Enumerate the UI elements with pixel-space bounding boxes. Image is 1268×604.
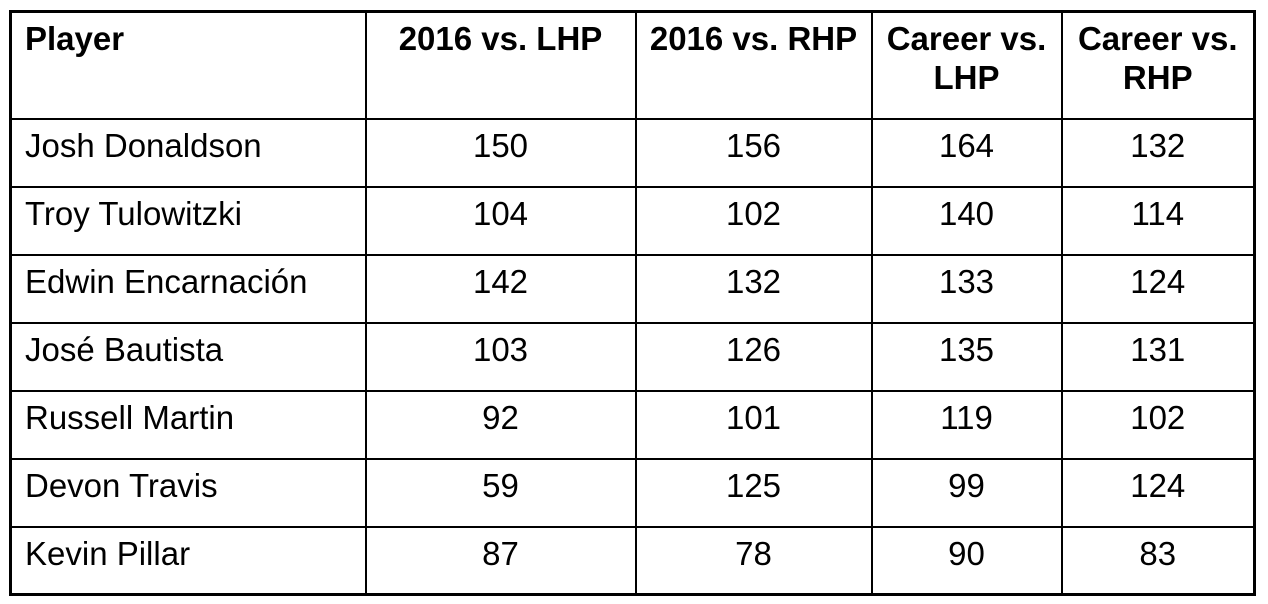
table-header: Player 2016 vs. LHP 2016 vs. RHP Career … bbox=[9, 10, 1256, 120]
stat-cell: 140 bbox=[870, 185, 1063, 256]
stat-cell: 104 bbox=[364, 185, 637, 256]
table-row: Josh Donaldson 150 156 164 132 bbox=[9, 117, 1256, 188]
player-name-cell: Troy Tulowitzki bbox=[9, 185, 367, 256]
player-name-cell: Josh Donaldson bbox=[9, 117, 367, 188]
stat-cell: 59 bbox=[364, 457, 637, 528]
table-body: Josh Donaldson 150 156 164 132 Troy Tulo… bbox=[9, 117, 1256, 596]
stat-cell: 135 bbox=[870, 321, 1063, 392]
stat-cell: 125 bbox=[634, 457, 873, 528]
stat-cell: 126 bbox=[634, 321, 873, 392]
table-row: Edwin Encarnación 142 132 133 124 bbox=[9, 253, 1256, 324]
stat-cell: 114 bbox=[1060, 185, 1256, 256]
table-row: Troy Tulowitzki 104 102 140 114 bbox=[9, 185, 1256, 256]
stat-cell: 102 bbox=[1060, 389, 1256, 460]
player-splits-table: Player 2016 vs. LHP 2016 vs. RHP Career … bbox=[9, 10, 1256, 596]
stat-cell: 101 bbox=[634, 389, 873, 460]
stat-cell: 133 bbox=[870, 253, 1063, 324]
player-name-cell: Devon Travis bbox=[9, 457, 367, 528]
stat-cell: 150 bbox=[364, 117, 637, 188]
player-name-cell: Russell Martin bbox=[9, 389, 367, 460]
column-header-player: Player bbox=[9, 10, 367, 120]
column-header-career-vs-rhp: Career vs. RHP bbox=[1060, 10, 1256, 120]
stat-cell: 103 bbox=[364, 321, 637, 392]
stat-cell: 124 bbox=[1060, 253, 1256, 324]
stat-cell: 124 bbox=[1060, 457, 1256, 528]
stat-cell: 142 bbox=[364, 253, 637, 324]
player-name-cell: Edwin Encarnación bbox=[9, 253, 367, 324]
stat-cell: 132 bbox=[634, 253, 873, 324]
table-row: Kevin Pillar 87 78 90 83 bbox=[9, 525, 1256, 596]
stat-cell: 102 bbox=[634, 185, 873, 256]
stat-cell: 90 bbox=[870, 525, 1063, 596]
stat-cell: 83 bbox=[1060, 525, 1256, 596]
column-header-career-vs-lhp: Career vs. LHP bbox=[870, 10, 1063, 120]
stat-cell: 164 bbox=[870, 117, 1063, 188]
table-row: Devon Travis 59 125 99 124 bbox=[9, 457, 1256, 528]
stat-cell: 78 bbox=[634, 525, 873, 596]
stat-cell: 156 bbox=[634, 117, 873, 188]
header-row: Player 2016 vs. LHP 2016 vs. RHP Career … bbox=[9, 10, 1256, 120]
player-splits-table-wrap: Player 2016 vs. LHP 2016 vs. RHP Career … bbox=[9, 10, 1256, 596]
column-header-2016-vs-rhp: 2016 vs. RHP bbox=[634, 10, 873, 120]
player-name-cell: Kevin Pillar bbox=[9, 525, 367, 596]
table-row: Russell Martin 92 101 119 102 bbox=[9, 389, 1256, 460]
stat-cell: 119 bbox=[870, 389, 1063, 460]
table-row: José Bautista 103 126 135 131 bbox=[9, 321, 1256, 392]
stat-cell: 87 bbox=[364, 525, 637, 596]
player-name-cell: José Bautista bbox=[9, 321, 367, 392]
stat-cell: 99 bbox=[870, 457, 1063, 528]
stat-cell: 132 bbox=[1060, 117, 1256, 188]
column-header-2016-vs-lhp: 2016 vs. LHP bbox=[364, 10, 637, 120]
stat-cell: 131 bbox=[1060, 321, 1256, 392]
stat-cell: 92 bbox=[364, 389, 637, 460]
